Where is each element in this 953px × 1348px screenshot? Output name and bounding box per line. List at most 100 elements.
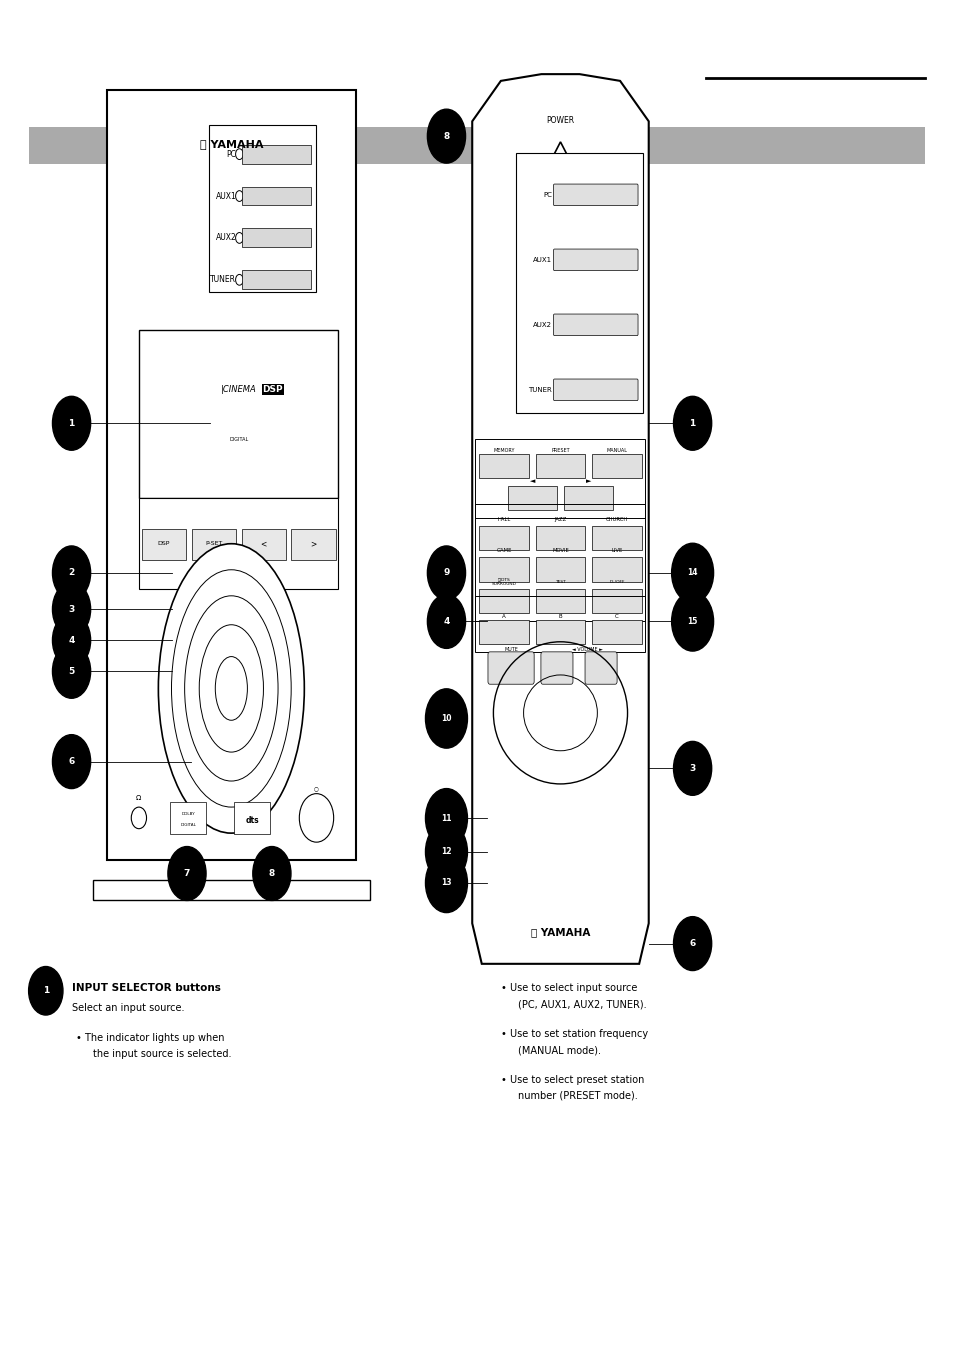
Circle shape (425, 689, 467, 748)
Circle shape (671, 543, 713, 603)
Text: POWER: POWER (546, 116, 574, 125)
Circle shape (52, 396, 91, 450)
FancyBboxPatch shape (553, 185, 638, 206)
FancyBboxPatch shape (536, 589, 584, 613)
Text: TUNER: TUNER (210, 275, 236, 284)
Text: AUX2: AUX2 (215, 233, 236, 243)
Text: • Use to set station frequency: • Use to set station frequency (500, 1029, 647, 1039)
FancyBboxPatch shape (192, 528, 235, 559)
Text: • Use to select preset station: • Use to select preset station (500, 1074, 643, 1085)
Circle shape (52, 613, 91, 667)
Text: GAME: GAME (496, 549, 511, 553)
Circle shape (673, 741, 711, 795)
Text: (PC, AUX1, AUX2, TUNER).: (PC, AUX1, AUX2, TUNER). (517, 999, 646, 1010)
FancyBboxPatch shape (592, 526, 641, 550)
Circle shape (52, 582, 91, 636)
Circle shape (52, 644, 91, 698)
FancyBboxPatch shape (241, 186, 311, 205)
Text: 6: 6 (689, 940, 695, 948)
FancyBboxPatch shape (478, 557, 528, 581)
Circle shape (253, 847, 291, 900)
Text: Ω: Ω (136, 795, 141, 801)
Text: 8: 8 (443, 132, 449, 140)
FancyBboxPatch shape (516, 152, 642, 412)
FancyBboxPatch shape (536, 620, 584, 644)
Text: Ⓞ YAMAHA: Ⓞ YAMAHA (199, 139, 263, 148)
FancyBboxPatch shape (241, 144, 311, 163)
FancyBboxPatch shape (540, 652, 573, 685)
FancyBboxPatch shape (553, 249, 638, 271)
Circle shape (52, 735, 91, 789)
FancyBboxPatch shape (553, 379, 638, 400)
Text: MEMORY: MEMORY (493, 448, 515, 453)
Polygon shape (544, 142, 575, 171)
Text: ⌗/DTS
SURROUND: ⌗/DTS SURROUND (491, 578, 516, 586)
Text: 3: 3 (69, 605, 74, 613)
Text: 1: 1 (69, 419, 74, 427)
Text: PC: PC (542, 191, 552, 198)
FancyBboxPatch shape (170, 802, 206, 834)
Text: 1: 1 (43, 987, 49, 995)
Text: 4: 4 (69, 636, 74, 644)
Text: TUNER: TUNER (528, 387, 552, 392)
Text: 4: 4 (443, 617, 449, 625)
Text: 12: 12 (440, 848, 452, 856)
Text: ►: ► (585, 479, 591, 484)
FancyBboxPatch shape (536, 557, 584, 581)
Text: ◄ VOLUME ►: ◄ VOLUME ► (571, 647, 601, 651)
Text: B: B (558, 613, 561, 619)
Text: DIGITAL: DIGITAL (180, 822, 196, 826)
Text: PRESET: PRESET (551, 448, 569, 453)
FancyBboxPatch shape (487, 652, 534, 685)
FancyBboxPatch shape (29, 127, 924, 164)
Text: 8: 8 (269, 869, 274, 878)
Text: Ⓞ YAMAHA: Ⓞ YAMAHA (530, 927, 590, 937)
Circle shape (425, 789, 467, 848)
Text: C: C (615, 613, 618, 619)
Circle shape (427, 594, 465, 648)
Text: |CINEMA: |CINEMA (220, 384, 256, 394)
Text: CHURCH: CHURCH (605, 516, 627, 522)
FancyBboxPatch shape (241, 271, 311, 290)
Circle shape (235, 275, 243, 286)
Text: DSP: DSP (262, 384, 283, 394)
Circle shape (52, 546, 91, 600)
FancyBboxPatch shape (536, 526, 584, 550)
Circle shape (29, 967, 63, 1015)
Text: dts: dts (245, 816, 258, 825)
FancyBboxPatch shape (553, 314, 638, 336)
Text: 15: 15 (687, 617, 697, 625)
Circle shape (671, 592, 713, 651)
Text: DOLBY: DOLBY (181, 811, 195, 816)
FancyBboxPatch shape (592, 557, 641, 581)
FancyBboxPatch shape (563, 485, 613, 510)
FancyBboxPatch shape (478, 620, 528, 644)
Circle shape (673, 917, 711, 971)
Text: P-SET: P-SET (205, 541, 222, 546)
FancyBboxPatch shape (210, 125, 316, 293)
Text: INPUT SELECTOR buttons: INPUT SELECTOR buttons (71, 983, 220, 993)
Circle shape (425, 822, 467, 882)
Text: (MANUAL mode).: (MANUAL mode). (517, 1045, 600, 1055)
Circle shape (299, 794, 334, 842)
Text: 3: 3 (689, 764, 695, 772)
FancyBboxPatch shape (139, 497, 338, 589)
Polygon shape (92, 880, 370, 900)
Circle shape (427, 546, 465, 600)
Text: DSP: DSP (157, 541, 170, 546)
FancyBboxPatch shape (241, 229, 311, 248)
Text: MUTE: MUTE (503, 647, 517, 651)
FancyBboxPatch shape (592, 620, 641, 644)
Circle shape (235, 148, 243, 159)
Circle shape (427, 109, 465, 163)
Text: LIVE: LIVE (611, 549, 622, 553)
Text: AUX2: AUX2 (533, 322, 552, 328)
Text: 2: 2 (69, 569, 74, 577)
Text: • Use to select input source: • Use to select input source (500, 983, 637, 993)
FancyBboxPatch shape (233, 802, 270, 834)
Circle shape (168, 847, 206, 900)
FancyBboxPatch shape (139, 330, 338, 497)
Text: TEST: TEST (555, 580, 565, 584)
Text: DIGITAL: DIGITAL (229, 437, 248, 442)
Text: MANUAL: MANUAL (606, 448, 627, 453)
